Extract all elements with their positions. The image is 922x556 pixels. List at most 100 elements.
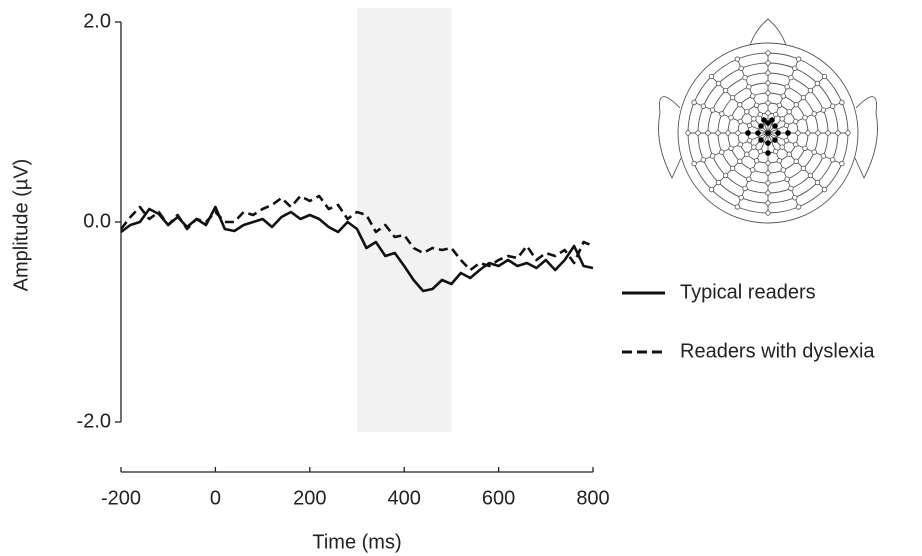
electrode: [835, 130, 841, 136]
y-tick-label: 2.0: [83, 10, 111, 32]
x-axis-label: Time (ms): [312, 531, 401, 553]
electrode: [722, 172, 729, 179]
electrode: [793, 158, 799, 164]
electrode: [715, 130, 721, 136]
electrode: [715, 80, 722, 87]
electrode: [765, 90, 771, 96]
electrode: [700, 103, 707, 109]
selected-electrode: [765, 150, 771, 156]
nose: [749, 18, 787, 46]
electrode: [765, 180, 771, 186]
electrode: [765, 60, 771, 66]
selected-electrode: [772, 123, 778, 129]
electrode: [800, 94, 807, 101]
electrode: [780, 93, 787, 99]
x-tick-label: 600: [482, 487, 515, 509]
electrode: [815, 130, 821, 136]
electrode: [845, 130, 851, 136]
legend-label: Typical readers: [680, 281, 816, 303]
electrode: [814, 80, 821, 87]
electrode: [691, 160, 697, 167]
x-tick-label: 0: [210, 487, 221, 509]
electrode: [728, 145, 734, 152]
electrode: [776, 158, 783, 164]
selected-electrode: [785, 130, 791, 136]
selected-electrode: [745, 130, 751, 136]
electrode: [786, 109, 792, 115]
electrode-map: [658, 18, 878, 224]
electrode: [729, 165, 736, 172]
electrode: [719, 111, 725, 117]
electrode: [765, 80, 771, 86]
electrode: [695, 130, 701, 136]
electrode: [765, 170, 771, 176]
electrode: [839, 99, 845, 106]
electrode: [821, 186, 828, 193]
selected-electrode: [765, 130, 771, 136]
electrode: [728, 114, 734, 121]
electrode: [807, 87, 814, 94]
electrode: [744, 109, 750, 115]
electrode: [784, 176, 790, 182]
electrode: [746, 84, 752, 90]
electrode: [772, 148, 779, 155]
electrode: [784, 84, 790, 90]
electrode: [793, 141, 799, 148]
electrode: [829, 103, 836, 109]
electrode: [792, 65, 798, 72]
electrode: [811, 111, 817, 117]
electrode: [772, 111, 779, 118]
scalp: [677, 42, 859, 224]
selected-electrode: [775, 130, 781, 136]
selected-electrode: [772, 137, 778, 143]
ear: [854, 96, 878, 180]
electrode: [765, 190, 771, 196]
x-tick-label: -200: [101, 487, 141, 509]
electrode: [757, 148, 764, 155]
electrode: [708, 73, 715, 80]
electrode: [746, 122, 753, 129]
electrode: [715, 179, 722, 186]
electrode: [729, 94, 736, 101]
electrode: [802, 145, 808, 152]
electrode: [779, 116, 785, 122]
highlight-window: [357, 8, 452, 432]
electrode: [705, 130, 711, 136]
electrode: [737, 102, 743, 108]
electrode: [765, 160, 771, 166]
electrode: [814, 179, 821, 186]
electrode: [737, 118, 743, 125]
selected-electrode: [755, 130, 761, 136]
electrode: [765, 100, 771, 106]
electrode: [793, 118, 799, 125]
electrode: [765, 50, 771, 56]
electrode: [788, 74, 794, 81]
electrode: [765, 110, 771, 116]
electrode: [765, 70, 771, 76]
electrode: [742, 74, 748, 81]
y-tick-label: 0.0: [83, 210, 111, 232]
ear: [658, 96, 682, 180]
electrode: [825, 130, 831, 136]
electrode: [792, 194, 798, 201]
electrode: [800, 165, 807, 172]
electrode: [786, 151, 792, 157]
electrode: [805, 130, 811, 136]
electrode: [691, 99, 697, 106]
electrode: [708, 186, 715, 193]
y-axis-label: Amplitude (µV): [10, 159, 32, 292]
selected-electrode: [765, 140, 771, 146]
electrode: [776, 102, 783, 108]
selected-electrode: [758, 137, 764, 143]
electrode: [746, 137, 753, 144]
electrode: [751, 144, 757, 150]
electrode: [779, 144, 785, 150]
electrode: [744, 151, 750, 157]
x-tick-label: 800: [576, 487, 609, 509]
electrode: [734, 204, 741, 210]
legend-label: Readers with dyslexia: [680, 340, 875, 362]
electrode: [783, 122, 790, 129]
selected-electrode: [761, 117, 767, 123]
electrode: [795, 130, 801, 136]
electrode: [795, 56, 802, 62]
